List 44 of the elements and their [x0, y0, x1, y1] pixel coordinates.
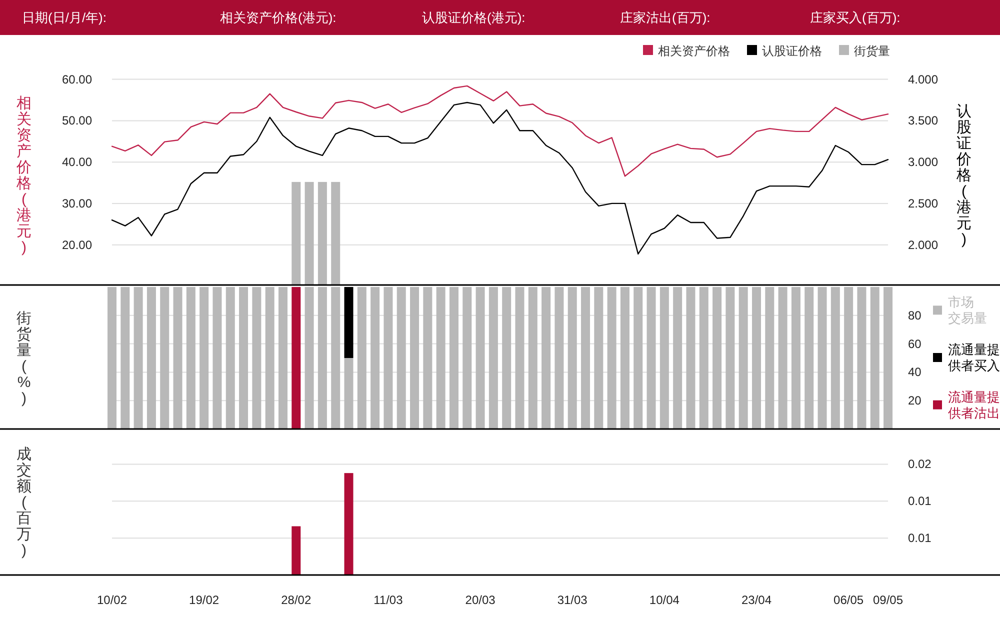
line-series	[111, 102, 889, 255]
text: 认股证价格(港元)	[956, 103, 972, 248]
y-tick-label: 40	[908, 365, 922, 380]
y-tick-label: 30.00	[62, 196, 92, 210]
y-tick-label: 0.01	[908, 494, 932, 508]
y-tick-label: 60	[908, 336, 922, 351]
text: 相关资产价格(港元):	[220, 10, 336, 25]
x-tick-label: 10/04	[649, 593, 680, 607]
y2-tick-label: 3.500	[908, 114, 938, 128]
x-tick-label: 10/02	[96, 593, 128, 607]
x-tick-label: 31/03	[557, 593, 588, 607]
x-tick-label: 28/02	[281, 593, 312, 607]
y2-tick-label: 3.000	[908, 155, 938, 170]
line-series	[111, 85, 889, 177]
legend-label: 市场交易量	[948, 294, 987, 326]
x-tick-label: 23/04	[741, 593, 772, 607]
legend-label: 流通量提供者沽出	[948, 389, 1000, 420]
y-tick-label: 50.00	[62, 114, 92, 128]
legend-label: 街货量	[854, 44, 890, 58]
y-axis-title: 街货量(%)	[16, 310, 32, 407]
legend-label: 相关资产价格	[658, 44, 730, 58]
text: 认股证价格(港元):	[422, 10, 526, 25]
y2-tick-label: 2.500	[908, 196, 938, 210]
text: 庄家沽出(百万):	[620, 10, 710, 25]
y-tick-label: 20.00	[62, 238, 92, 252]
y-tick-label: 80	[908, 308, 922, 322]
x-tick-label: 19/02	[189, 593, 220, 607]
legend-label: 流通量提供者买入	[948, 342, 1000, 373]
y-tick-label: 0.02	[908, 457, 932, 472]
x-tick-label: 20/03	[465, 593, 496, 607]
y-tick-label: 20	[908, 394, 922, 408]
legend-label: 认股证价格	[762, 44, 822, 58]
y-tick-label: 40.00	[62, 155, 92, 170]
text: 相关资产价格(港元)	[16, 95, 32, 256]
x-tick-label: 06/05	[834, 593, 864, 607]
y-tick-label: 60.00	[62, 72, 92, 86]
y2-tick-label: 4.000	[908, 72, 938, 86]
y2-tick-label: 2.000	[908, 238, 938, 252]
text: 日期(日/月/年):	[22, 10, 106, 25]
y-axis-title: 成交额(百万)	[16, 446, 32, 559]
y-tick-label: 0.01	[908, 531, 932, 546]
x-tick-label: 09/05	[873, 593, 904, 607]
x-tick-label: 11/03	[374, 593, 404, 607]
text: 庄家买入(百万):	[810, 10, 900, 25]
